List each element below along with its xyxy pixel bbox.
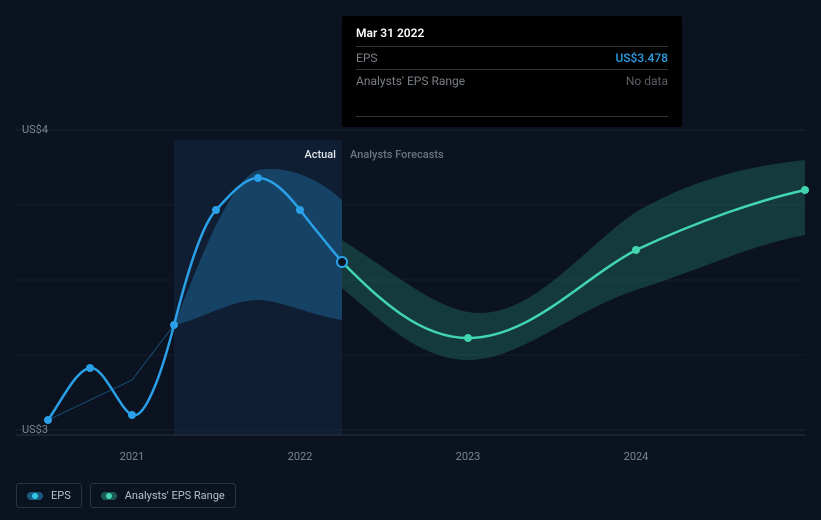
x-axis-label-2024: 2024 <box>624 450 649 463</box>
eps-point[interactable] <box>212 206 220 214</box>
tooltip-value-range: No data <box>626 74 668 88</box>
tooltip-divider <box>356 116 668 117</box>
y-axis-label-3: US$3 <box>22 423 48 436</box>
range-band-forecast <box>342 160 805 360</box>
tooltip-label-range: Analysts' EPS Range <box>356 74 465 88</box>
x-axis-label-2021: 2021 <box>120 450 145 463</box>
chart-legend: EPS Analysts' EPS Range <box>16 483 236 508</box>
chart-tooltip: Mar 31 2022 EPS US$3.478 Analysts' EPS R… <box>342 16 682 127</box>
legend-item-eps[interactable]: EPS <box>16 483 82 508</box>
eps-point[interactable] <box>86 364 94 372</box>
section-label-forecast: Analysts Forecasts <box>350 148 444 161</box>
x-axis-label-2022: 2022 <box>288 450 313 463</box>
legend-label-range: Analysts' EPS Range <box>125 489 225 502</box>
tooltip-row-range: Analysts' EPS Range No data <box>356 69 668 92</box>
eps-forecast-point[interactable] <box>801 186 809 194</box>
eps-point[interactable] <box>254 174 262 182</box>
tooltip-value-eps: US$3.478 <box>615 51 668 65</box>
tooltip-date: Mar 31 2022 <box>356 26 668 46</box>
legend-swatch-eps <box>27 492 43 500</box>
eps-thin-trace <box>48 325 174 420</box>
y-axis-label-4: US$4 <box>22 123 48 136</box>
tooltip-label-eps: EPS <box>356 51 378 65</box>
x-axis-label-2023: 2023 <box>456 450 481 463</box>
eps-chart: US$4 US$3 2021 2022 2023 2024 Actual Ana… <box>0 0 821 520</box>
legend-label-eps: EPS <box>51 489 71 502</box>
eps-forecast-point[interactable] <box>632 246 640 254</box>
eps-forecast-point[interactable] <box>464 334 472 342</box>
section-label-actual: Actual <box>280 148 336 161</box>
eps-point[interactable] <box>296 206 304 214</box>
eps-point-highlight[interactable] <box>337 257 347 267</box>
eps-point[interactable] <box>170 321 178 329</box>
tooltip-row-eps: EPS US$3.478 <box>356 46 668 69</box>
legend-swatch-range <box>101 492 117 500</box>
legend-item-range[interactable]: Analysts' EPS Range <box>90 483 236 508</box>
eps-point[interactable] <box>128 411 136 419</box>
